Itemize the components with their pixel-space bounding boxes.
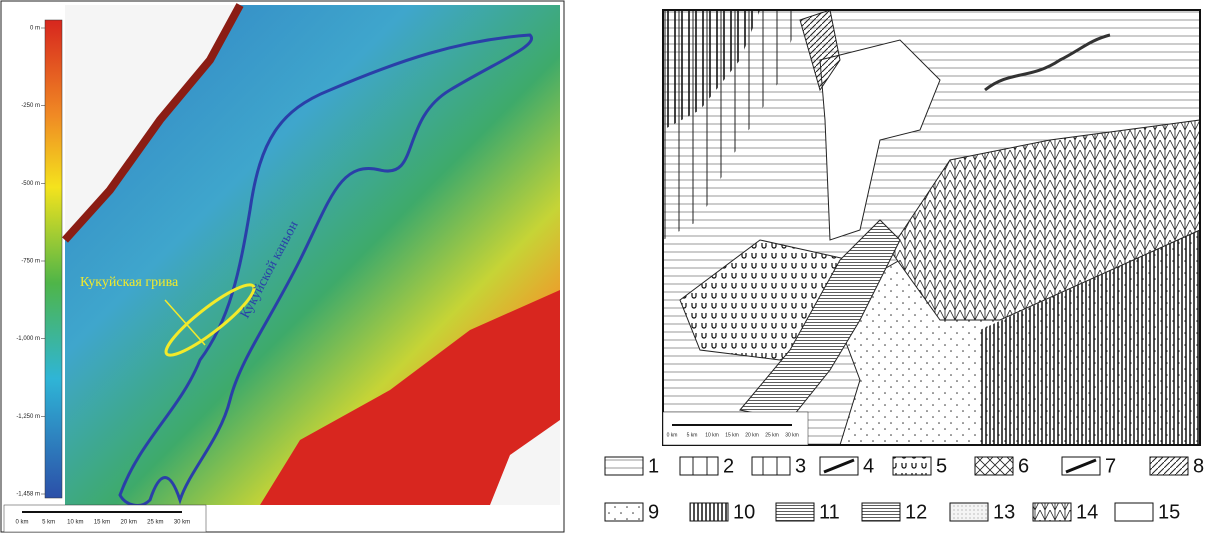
legend-label: 12 [905, 501, 927, 523]
legend-symbol [823, 458, 855, 474]
depth-colorbar [44, 19, 63, 499]
legend-label: 11 [819, 501, 840, 523]
legend-swatch [892, 456, 932, 476]
depth-label: 0 m [30, 26, 40, 32]
scale-label: 10 km [67, 520, 83, 526]
legend-label: 10 [733, 501, 755, 523]
scale-label: 20 km [745, 432, 759, 438]
depth-label: -500 m [21, 181, 40, 187]
legend-label: 4 [863, 455, 874, 477]
depth-label: -1,458 m [16, 492, 40, 498]
legend-swatch [949, 502, 989, 522]
depth-label: -750 m [21, 259, 40, 265]
scale-label: 30 km [174, 520, 190, 526]
legend-label: 3 [795, 455, 806, 477]
scale-label: 15 km [725, 432, 739, 438]
scale-label: 5 km [42, 520, 55, 526]
scale-bar-box [3, 504, 207, 533]
legend-swatch [974, 456, 1014, 476]
legend-label: 5 [936, 455, 947, 477]
legend-swatch [679, 456, 719, 476]
scale-label: 15 km [94, 520, 110, 526]
legend-swatch [1114, 502, 1154, 522]
scale-label: 20 km [120, 520, 136, 526]
canyon-outline [118, 33, 534, 507]
legend-swatch [1149, 456, 1189, 476]
scale-label: 25 km [765, 432, 779, 438]
scale-label: 0 km [667, 432, 678, 438]
depth-label: -1,000 m [16, 336, 40, 342]
legend-swatch [1032, 502, 1072, 522]
legend-swatch [689, 502, 729, 522]
legend-label: 9 [648, 501, 659, 523]
legend-symbol [1065, 458, 1097, 474]
bathymetry [62, 3, 560, 505]
legend-label: 13 [993, 501, 1015, 523]
legend-swatch [604, 502, 644, 522]
legend-label: 6 [1018, 455, 1029, 477]
scale-label: 0 km [15, 520, 28, 526]
legend-label: 14 [1076, 501, 1098, 523]
legend-swatch [604, 456, 644, 476]
geomorph-map [662, 9, 1201, 446]
legend-swatch [861, 502, 901, 522]
scale-label: 10 km [705, 432, 719, 438]
ridge-label: Кукуйская грива [80, 275, 179, 290]
legend-label: 1 [648, 455, 659, 477]
scale-label: 25 km [147, 520, 163, 526]
legend-label: 8 [1193, 455, 1204, 477]
legend-label: 7 [1105, 455, 1116, 477]
scale-label: 30 km [785, 432, 799, 438]
legend-swatch [751, 456, 791, 476]
legend-label: 2 [723, 455, 734, 477]
legend-swatch [775, 502, 815, 522]
legend-label: 15 [1158, 501, 1180, 523]
depth-label: -1,250 m [16, 414, 40, 420]
depth-label: -250 m [21, 103, 40, 109]
scale-label: 5 km [687, 432, 698, 438]
